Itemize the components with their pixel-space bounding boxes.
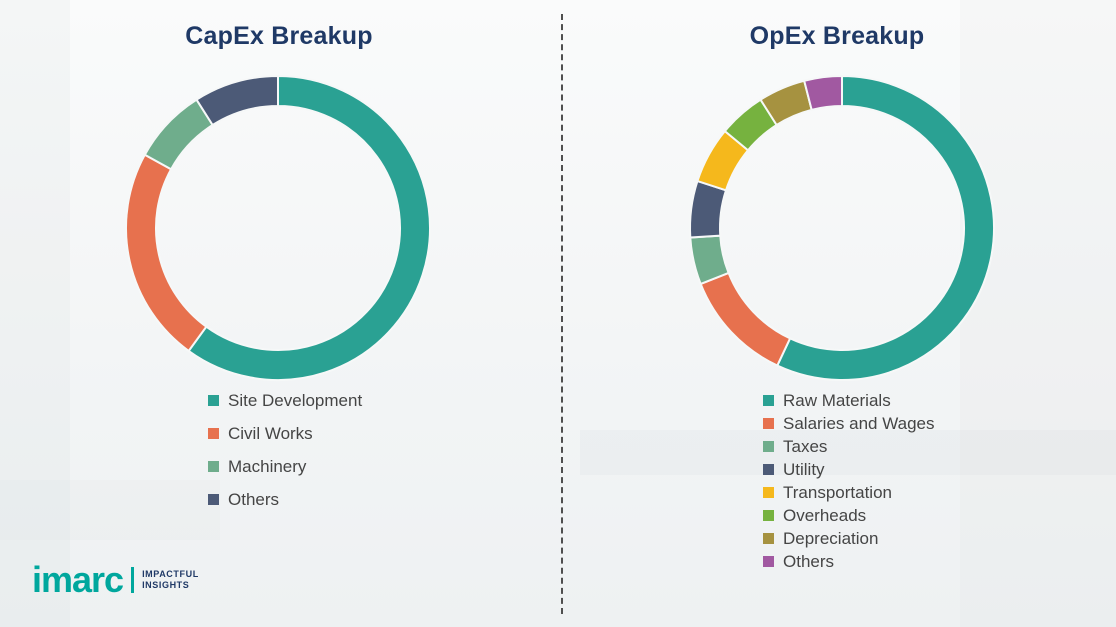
legend-swatch [763,418,774,429]
legend-swatch [763,556,774,567]
legend-item-overheads: Overheads [763,507,935,524]
legend-swatch [763,533,774,544]
legend-item-civil-works: Civil Works [208,425,362,442]
legend-label: Others [228,490,280,509]
legend-swatch [763,441,774,452]
legend-item-taxes: Taxes [763,438,935,455]
legend-item-depreciation: Depreciation [763,530,935,547]
opex-panel: OpEx Breakup Raw Materials Salaries and W… [558,0,1116,627]
legend-swatch [763,510,774,521]
legend-item-site-development: Site Development [208,392,362,409]
opex-legend: Raw Materials Salaries and Wages Taxes Util… [763,392,935,576]
donut-segment-site-development [187,74,431,381]
capex-legend: Site Development Civil Works Machinery Othe… [208,392,362,524]
donut-segment-salaries-and-wages [699,271,792,367]
vertical-dashed-divider [561,14,563,614]
legend-label: Others [783,552,835,571]
legend-label: Raw Materials [783,391,891,410]
legend-label: Transportation [783,483,892,502]
legend-swatch [763,487,774,498]
capex-donut-chart [120,70,436,386]
legend-label: Site Development [228,391,363,410]
legend-label: Taxes [783,437,828,456]
legend-swatch [208,395,219,406]
legend-item-transportation: Transportation [763,484,935,501]
legend-swatch [208,461,219,472]
legend-label: Civil Works [228,424,313,443]
capex-chart-title: CapEx Breakup [185,22,373,50]
legend-swatch [763,395,774,406]
opex-donut-chart [684,70,1000,386]
legend-label: Machinery [228,457,307,476]
imarc-logo: imarc IMPACTFUL INSIGHTS [32,562,199,598]
legend-label: Overheads [783,506,867,525]
donut-segment-others [802,74,843,112]
capex-panel: CapEx Breakup Site Development Civil Work… [120,22,436,524]
legend-item-raw-materials: Raw Materials [763,392,935,409]
legend-swatch [763,464,774,475]
legend-swatch [208,428,219,439]
legend-label: Utility [783,460,825,479]
legend-label: Salaries and Wages [783,414,935,433]
donut-segment-civil-works [125,153,208,353]
imarc-tagline-line2: INSIGHTS [142,580,190,590]
legend-swatch [208,494,219,505]
imarc-logo-tagline: IMPACTFUL INSIGHTS [142,569,199,592]
legend-item-others: Others [208,491,362,508]
imarc-tagline-line1: IMPACTFUL [142,568,199,579]
legend-label: Depreciation [783,529,879,548]
imarc-logo-wordmark: imarc [32,559,124,600]
legend-item-salaries-and-wages: Salaries and Wages [763,415,935,432]
capex-donut-svg [125,74,431,381]
legend-item-machinery: Machinery [208,458,362,475]
opex-donut-svg [689,74,995,381]
donut-segment-others [195,74,279,127]
legend-item-others: Others [763,553,935,570]
opex-chart-title: OpEx Breakup [749,22,925,50]
imarc-logo-divider [131,567,135,593]
donut-segment-raw-materials [775,74,995,381]
legend-item-utility: Utility [763,461,935,478]
